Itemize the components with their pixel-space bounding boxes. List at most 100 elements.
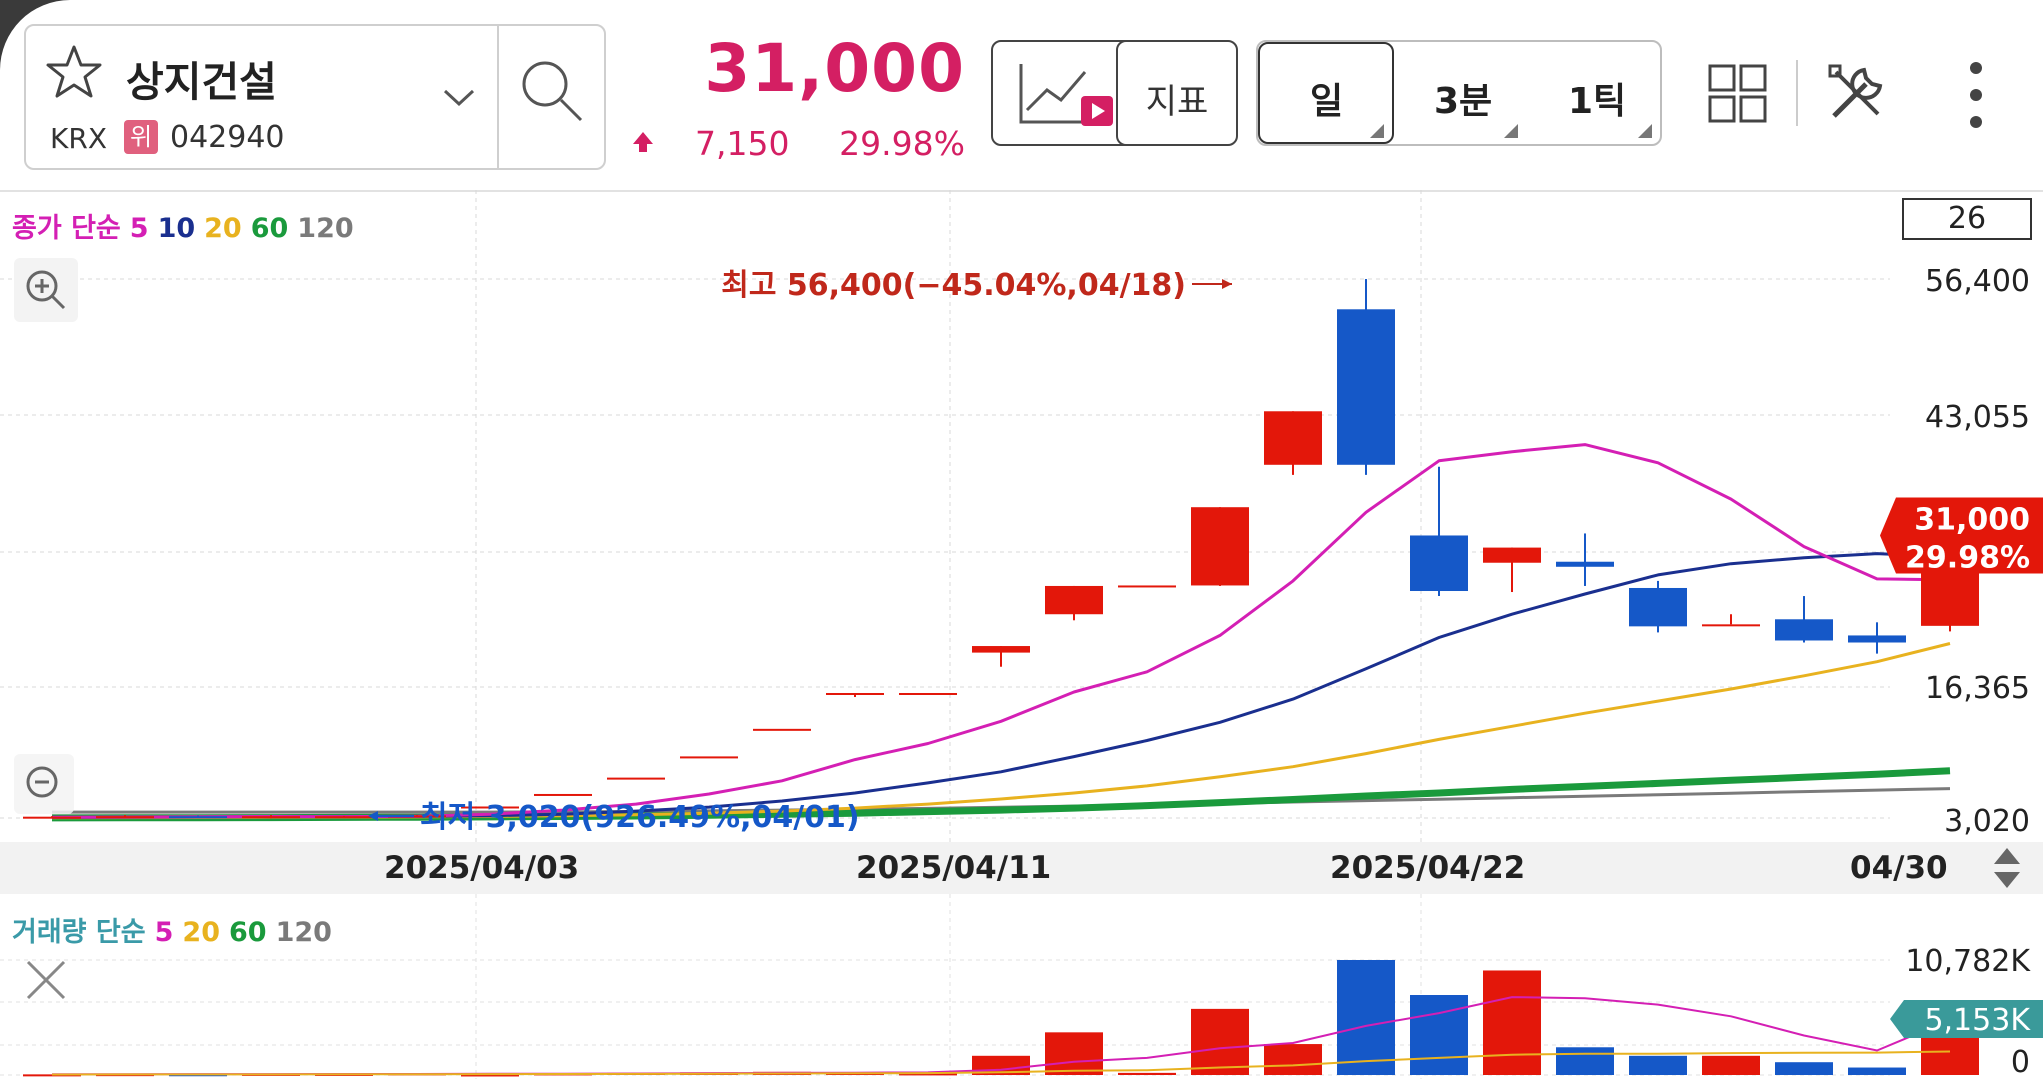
- volume-ma-label: 5,153K: [1924, 1003, 2031, 1038]
- volume-bar: [1410, 995, 1468, 1075]
- period-day[interactable]: 일: [1310, 81, 1344, 122]
- volume-ma-tag: [1890, 1000, 2043, 1038]
- legend-ma5: 5: [129, 213, 149, 244]
- candle-body: [680, 756, 738, 759]
- divider: [1796, 60, 1798, 126]
- stock-selector[interactable]: 상지건설 KRX 위 042940: [24, 24, 606, 170]
- vlegend-ma20: 20: [182, 917, 220, 948]
- updown-scroll-icon[interactable]: [1992, 846, 2022, 894]
- zoom-in-icon[interactable]: [14, 258, 78, 326]
- dropdown-corner-icon: [1504, 124, 1518, 138]
- vlegend-ma5: 5: [154, 917, 174, 948]
- candle-body: [388, 815, 446, 818]
- price-tick: 43,055: [1925, 400, 2030, 435]
- candle-body: [607, 777, 665, 780]
- ma-legend[interactable]: 종가 단순 5 10 20 60 120: [12, 206, 363, 245]
- star-icon[interactable]: [44, 42, 104, 106]
- chevron-down-icon[interactable]: [442, 88, 476, 112]
- candle-body: [1848, 635, 1906, 643]
- volume-tick: 0: [2011, 1045, 2030, 1079]
- period-3min[interactable]: 3분: [1434, 81, 1493, 122]
- chart-play-icon: [1013, 56, 1117, 136]
- legend-ma20: 20: [204, 213, 242, 244]
- candle-body: [1556, 561, 1614, 567]
- price-tick: 56,400: [1925, 264, 2030, 299]
- volume-bar: [1337, 960, 1395, 1075]
- close-icon[interactable]: [24, 958, 68, 1006]
- candle-body: [972, 646, 1030, 653]
- volume-legend-title: 거래량 단순: [12, 917, 146, 948]
- vlegend-ma120: 120: [275, 917, 332, 948]
- grid-layout-icon[interactable]: [1708, 64, 1768, 128]
- low-annotation: 최저 3,020(926.49%,04/01): [420, 800, 860, 835]
- dropdown-corner-icon: [1638, 124, 1652, 138]
- high-annotation: 최고 56,400(−45.04%,04/18): [721, 268, 1186, 303]
- divider: [497, 26, 499, 168]
- current-price-label: 31,000: [1914, 502, 2030, 537]
- price-tick: 3,020: [1944, 804, 2030, 839]
- candle-body: [1264, 411, 1322, 465]
- price-tick: 16,365: [1925, 671, 2030, 706]
- candle-body: [1629, 587, 1687, 627]
- high-arrowhead: [1222, 279, 1232, 289]
- candle-body: [1410, 535, 1468, 592]
- zoom-out-icon[interactable]: [14, 754, 74, 818]
- candle-body: [534, 793, 592, 796]
- date-tick: 2025/04/03: [384, 850, 580, 886]
- search-icon[interactable]: [517, 56, 587, 130]
- current-price: 31,000: [704, 30, 965, 107]
- price-change: 7,150: [695, 124, 790, 163]
- volume-bar: [1118, 1072, 1176, 1075]
- dropdown-corner-icon: [1370, 124, 1384, 138]
- candle-body: [753, 728, 811, 731]
- volume-bar: [1191, 1008, 1249, 1075]
- active-period-outline: [1258, 42, 1394, 144]
- current-pct-label: 29.98%: [1905, 540, 2030, 575]
- date-tick: 2025/04/11: [856, 850, 1052, 886]
- date-axis[interactable]: 2025/04/03 2025/04/11 2025/04/22 04/30: [0, 842, 2043, 894]
- candle-body: [242, 816, 300, 819]
- legend-title: 종가 단순: [12, 213, 121, 244]
- top-bar: 상지건설 KRX 위 042940 31,000 7,150 29.98% 지표: [0, 0, 2043, 192]
- period-selector: 일 3분 1틱: [1256, 40, 1662, 146]
- volume-legend[interactable]: 거래량 단순 5 20 60 120: [12, 910, 341, 949]
- stock-code: 042940: [170, 120, 285, 155]
- tools-icon[interactable]: [1826, 62, 1888, 128]
- indicator-label: 지표: [1145, 82, 1209, 122]
- volume-bar: [899, 1073, 957, 1076]
- candle-body: [1191, 507, 1249, 586]
- candle-body: [96, 816, 154, 819]
- chart-replay-button[interactable]: [991, 40, 1135, 146]
- warning-badge: 위: [124, 120, 158, 154]
- candle-body: [1483, 547, 1541, 563]
- volume-bar: [1045, 1032, 1103, 1075]
- volume-bar: [1629, 1055, 1687, 1075]
- candle-body: [1775, 619, 1833, 641]
- candle-body: [1045, 585, 1103, 615]
- volume-bar: [1264, 1044, 1322, 1075]
- visible-count-box[interactable]: 26: [1902, 198, 2032, 240]
- candle-body: [23, 816, 81, 819]
- up-arrow-icon: [632, 130, 654, 158]
- volume-bar: [1775, 1062, 1833, 1075]
- volume-tick: 10,782K: [1905, 944, 2031, 979]
- price-change-pct: 29.98%: [839, 124, 965, 163]
- candle-body: [461, 806, 519, 809]
- candle-body: [315, 816, 373, 819]
- volume-bar: [1556, 1047, 1614, 1075]
- candle-body: [899, 692, 957, 695]
- period-1tick[interactable]: 1틱: [1568, 81, 1627, 122]
- legend-ma10: 10: [157, 213, 196, 244]
- low-arrowhead: [368, 811, 378, 821]
- indicator-button[interactable]: 지표: [1116, 40, 1238, 146]
- volume-ma-20: [51, 1050, 1951, 1076]
- legend-ma60: 60: [250, 213, 289, 244]
- date-tick: 04/30: [1850, 850, 1948, 886]
- current-price-tag: [1880, 497, 2043, 574]
- more-options-icon[interactable]: [1966, 60, 1986, 134]
- volume-bar: [1483, 970, 1541, 1075]
- candle-body: [826, 692, 884, 695]
- candle-body: [1702, 624, 1760, 627]
